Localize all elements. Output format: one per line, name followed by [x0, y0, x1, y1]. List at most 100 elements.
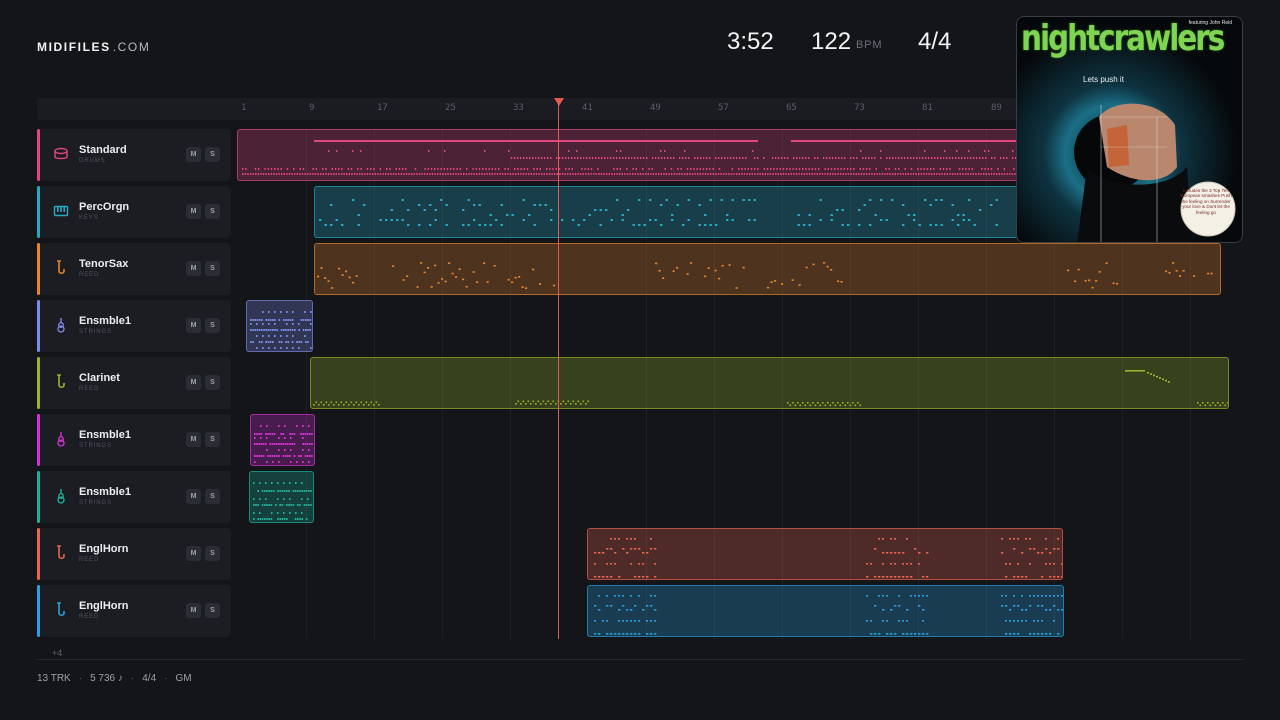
midi-note: [626, 173, 629, 175]
track-header-englhorn-2[interactable]: EnglHorn REED M S: [37, 585, 231, 637]
track-header-percorgn[interactable]: PercOrgn KEYS M S: [37, 186, 231, 238]
midi-note: [779, 168, 781, 170]
grid-line: [1054, 128, 1055, 639]
midi-note: [687, 219, 690, 221]
track-name: Ensmble1: [79, 429, 131, 441]
track-header-ensmble1[interactable]: Ensmble1 STRINGS M S: [37, 300, 231, 352]
mute-button[interactable]: M: [186, 489, 201, 504]
midi-note: [467, 199, 470, 201]
midi-note: [572, 219, 575, 221]
midi-note: [910, 563, 912, 565]
clip-ensmble1[interactable]: [246, 300, 313, 352]
mute-button[interactable]: M: [186, 204, 201, 219]
midi-note: [1014, 173, 1016, 175]
footer-stats: 13 TRK · 5 736 ♪ · 4/4 · GM: [37, 673, 192, 684]
midi-note: [295, 482, 297, 484]
solo-button[interactable]: S: [205, 603, 220, 618]
solo-button[interactable]: S: [205, 546, 220, 561]
solo-button[interactable]: S: [205, 318, 220, 333]
clip-englhorn[interactable]: [587, 528, 1063, 580]
midi-note: [257, 490, 259, 492]
midi-note: [626, 552, 629, 554]
mute-button[interactable]: M: [186, 375, 201, 390]
clip-percorgn[interactable]: [314, 186, 1022, 238]
midi-note: [283, 319, 285, 321]
midi-note: [622, 605, 625, 607]
midi-note: [1037, 552, 1040, 554]
mute-button[interactable]: M: [186, 147, 201, 162]
midi-note: [1009, 173, 1011, 175]
midi-note: [878, 633, 881, 635]
midi-note: [292, 347, 294, 349]
clip-standard[interactable]: [237, 129, 1022, 181]
solo-button[interactable]: S: [205, 204, 220, 219]
midi-note: [273, 455, 276, 457]
midi-note: [1217, 402, 1219, 404]
midi-note: [286, 347, 288, 349]
midi-note: [526, 157, 528, 159]
midi-note: [451, 272, 454, 275]
midi-note: [580, 173, 582, 175]
grid-line: [918, 128, 919, 639]
track-header-clarinet[interactable]: Clarinet REED M S: [37, 357, 231, 409]
clip-englhorn-2[interactable]: [587, 585, 1064, 637]
midi-note: [638, 563, 640, 565]
midi-note: [293, 455, 296, 457]
midi-note: [606, 576, 609, 578]
clip-tenorsax[interactable]: [314, 243, 1221, 295]
midi-note: [630, 538, 632, 540]
midi-note: [686, 173, 688, 175]
midi-note: [752, 150, 754, 152]
track-category: REED: [79, 557, 100, 563]
midi-note: [439, 173, 441, 175]
mute-button[interactable]: M: [186, 603, 201, 618]
midi-note: [725, 173, 727, 175]
midi-note: [689, 173, 691, 175]
track-header-ensmble1-2[interactable]: Ensmble1 STRINGS M S: [37, 414, 231, 466]
timeline-ruler[interactable]: 1 9 17 25 33 41 49 57 65 73 81 89: [37, 98, 1243, 120]
midi-note: [884, 173, 886, 175]
midi-note: [315, 168, 317, 170]
mute-button[interactable]: M: [186, 261, 201, 276]
midi-note: [964, 173, 967, 175]
midi-note: [301, 498, 303, 500]
playhead-handle[interactable]: [554, 98, 564, 106]
midi-note: [442, 173, 444, 175]
more-tracks-indicator[interactable]: +4: [52, 648, 63, 658]
midi-note: [320, 173, 322, 175]
clarinet-icon: [57, 374, 65, 389]
midi-note: [298, 455, 300, 457]
midi-note: [650, 633, 653, 635]
track-header-tenorsax[interactable]: TenorSax REED M S: [37, 243, 231, 295]
midi-note: [283, 490, 286, 492]
midi-note: [429, 224, 432, 226]
midi-note: [622, 157, 624, 159]
mute-button[interactable]: M: [186, 318, 201, 333]
solo-button[interactable]: S: [205, 147, 220, 162]
solo-button[interactable]: S: [205, 489, 220, 504]
midi-note: [258, 319, 261, 321]
midi-note: [489, 173, 491, 175]
mute-button[interactable]: M: [186, 432, 201, 447]
midi-note: [348, 404, 350, 406]
midi-note: [610, 219, 613, 221]
midi-note: [910, 173, 912, 175]
solo-button[interactable]: S: [205, 261, 220, 276]
midi-note: [630, 595, 632, 597]
track-header-standard[interactable]: Standard DRUMS M S: [37, 129, 231, 181]
mute-button[interactable]: M: [186, 546, 201, 561]
midi-note: [879, 173, 881, 175]
clip-ensmble1-2[interactable]: [250, 414, 315, 466]
track-header-ensmble1-3[interactable]: Ensmble1 STRINGS M S: [37, 471, 231, 523]
midi-note: [547, 157, 549, 159]
midi-note: [306, 433, 309, 435]
midi-note: [812, 402, 814, 404]
midi-note: [918, 605, 921, 607]
clip-clarinet[interactable]: [310, 357, 1229, 409]
midi-note: [643, 224, 646, 226]
solo-button[interactable]: S: [205, 432, 220, 447]
solo-button[interactable]: S: [205, 375, 220, 390]
track-header-englhorn[interactable]: EnglHorn REED M S: [37, 528, 231, 580]
clip-ensmble1-3[interactable]: [249, 471, 314, 523]
playhead[interactable]: [558, 104, 559, 639]
